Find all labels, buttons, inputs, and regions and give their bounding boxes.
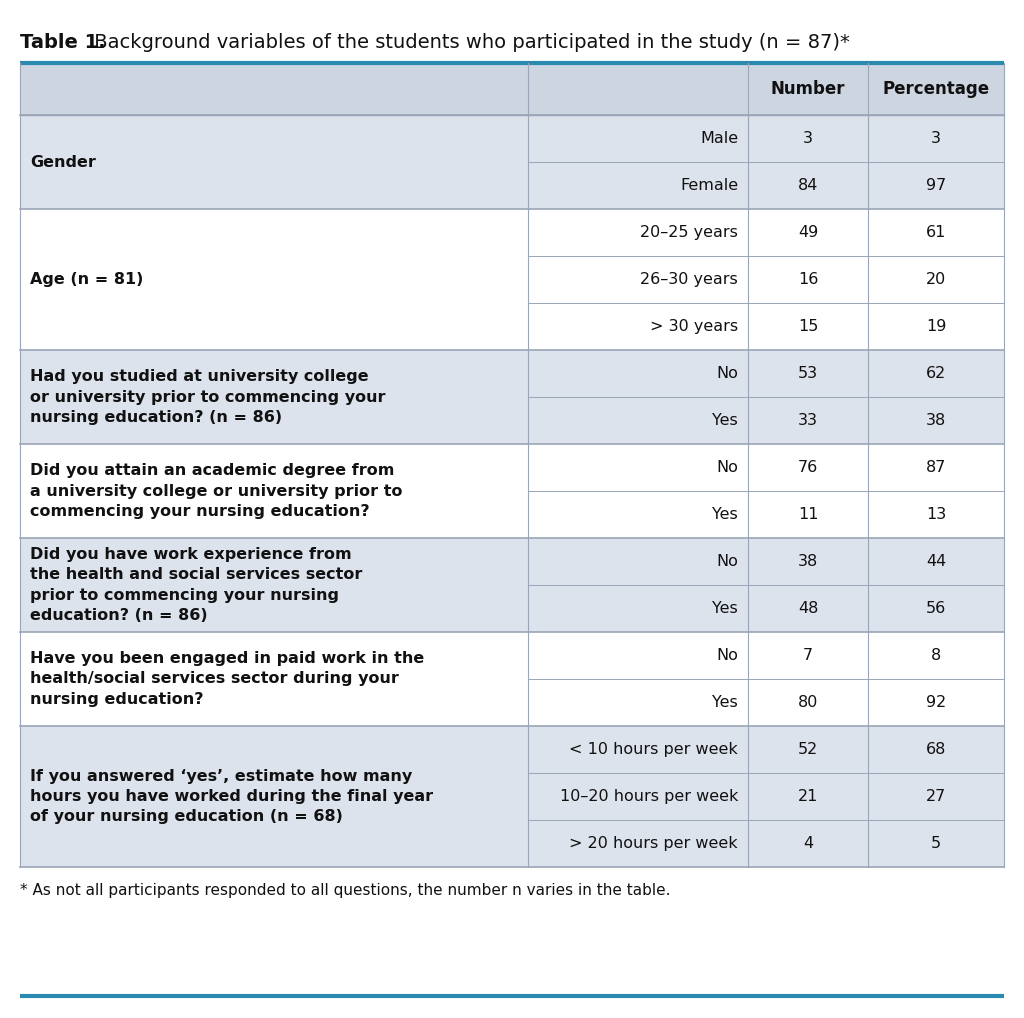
Text: 13: 13 xyxy=(926,507,946,522)
Text: * As not all participants responded to all questions, the number n varies in the: * As not all participants responded to a… xyxy=(20,883,671,898)
Text: 20–25 years: 20–25 years xyxy=(640,225,738,240)
Bar xyxy=(20,209,1004,350)
Text: 4: 4 xyxy=(803,836,813,851)
Text: 84: 84 xyxy=(798,178,818,193)
Text: 15: 15 xyxy=(798,319,818,334)
Text: If you answered ‘yes’, estimate how many
hours you have worked during the final : If you answered ‘yes’, estimate how many… xyxy=(30,769,433,825)
Text: 48: 48 xyxy=(798,601,818,616)
Text: 76: 76 xyxy=(798,460,818,475)
Bar xyxy=(20,115,1004,209)
Bar xyxy=(20,63,1004,115)
Text: 87: 87 xyxy=(926,460,946,475)
Text: 20: 20 xyxy=(926,272,946,287)
Text: 56: 56 xyxy=(926,601,946,616)
Text: Yes: Yes xyxy=(713,601,738,616)
Text: 5: 5 xyxy=(931,836,941,851)
Text: 38: 38 xyxy=(798,554,818,569)
Text: 80: 80 xyxy=(798,695,818,710)
Text: 7: 7 xyxy=(803,648,813,663)
Text: Number: Number xyxy=(771,80,845,98)
Text: Male: Male xyxy=(699,131,738,146)
Text: Yes: Yes xyxy=(713,507,738,522)
Text: No: No xyxy=(716,648,738,663)
Text: > 30 years: > 30 years xyxy=(650,319,738,334)
Text: Female: Female xyxy=(680,178,738,193)
Text: 38: 38 xyxy=(926,413,946,428)
Text: Had you studied at university college
or university prior to commencing your
nur: Had you studied at university college or… xyxy=(30,370,385,425)
Bar xyxy=(20,538,1004,632)
Text: 61: 61 xyxy=(926,225,946,240)
Bar xyxy=(20,444,1004,538)
Text: Yes: Yes xyxy=(713,413,738,428)
Text: Did you have work experience from
the health and social services sector
prior to: Did you have work experience from the he… xyxy=(30,547,362,623)
Text: 3: 3 xyxy=(803,131,813,146)
Text: Gender: Gender xyxy=(30,155,96,170)
Bar xyxy=(20,350,1004,444)
Text: 44: 44 xyxy=(926,554,946,569)
Text: Table 1.: Table 1. xyxy=(20,33,105,52)
Text: < 10 hours per week: < 10 hours per week xyxy=(569,742,738,757)
Text: 52: 52 xyxy=(798,742,818,757)
Text: 33: 33 xyxy=(798,413,818,428)
Text: 11: 11 xyxy=(798,507,818,522)
Bar xyxy=(20,632,1004,726)
Text: 3: 3 xyxy=(931,131,941,146)
Text: 49: 49 xyxy=(798,225,818,240)
Text: Have you been engaged in paid work in the
health/social services sector during y: Have you been engaged in paid work in th… xyxy=(30,652,424,706)
Text: No: No xyxy=(716,460,738,475)
Text: Did you attain an academic degree from
a university college or university prior : Did you attain an academic degree from a… xyxy=(30,463,402,519)
Bar xyxy=(20,726,1004,867)
Text: 26–30 years: 26–30 years xyxy=(640,272,738,287)
Text: 19: 19 xyxy=(926,319,946,334)
Text: 27: 27 xyxy=(926,789,946,804)
Text: 68: 68 xyxy=(926,742,946,757)
Text: Percentage: Percentage xyxy=(883,80,989,98)
Text: Age (n = 81): Age (n = 81) xyxy=(30,272,143,287)
Text: > 20 hours per week: > 20 hours per week xyxy=(569,836,738,851)
Text: Yes: Yes xyxy=(713,695,738,710)
Text: No: No xyxy=(716,366,738,381)
Text: 21: 21 xyxy=(798,789,818,804)
Text: 8: 8 xyxy=(931,648,941,663)
Text: No: No xyxy=(716,554,738,569)
Text: 62: 62 xyxy=(926,366,946,381)
Text: Background variables of the students who participated in the study (n = 87)*: Background variables of the students who… xyxy=(88,33,850,52)
Text: 53: 53 xyxy=(798,366,818,381)
Text: 16: 16 xyxy=(798,272,818,287)
Text: 10–20 hours per week: 10–20 hours per week xyxy=(560,789,738,804)
Text: 97: 97 xyxy=(926,178,946,193)
Text: 92: 92 xyxy=(926,695,946,710)
